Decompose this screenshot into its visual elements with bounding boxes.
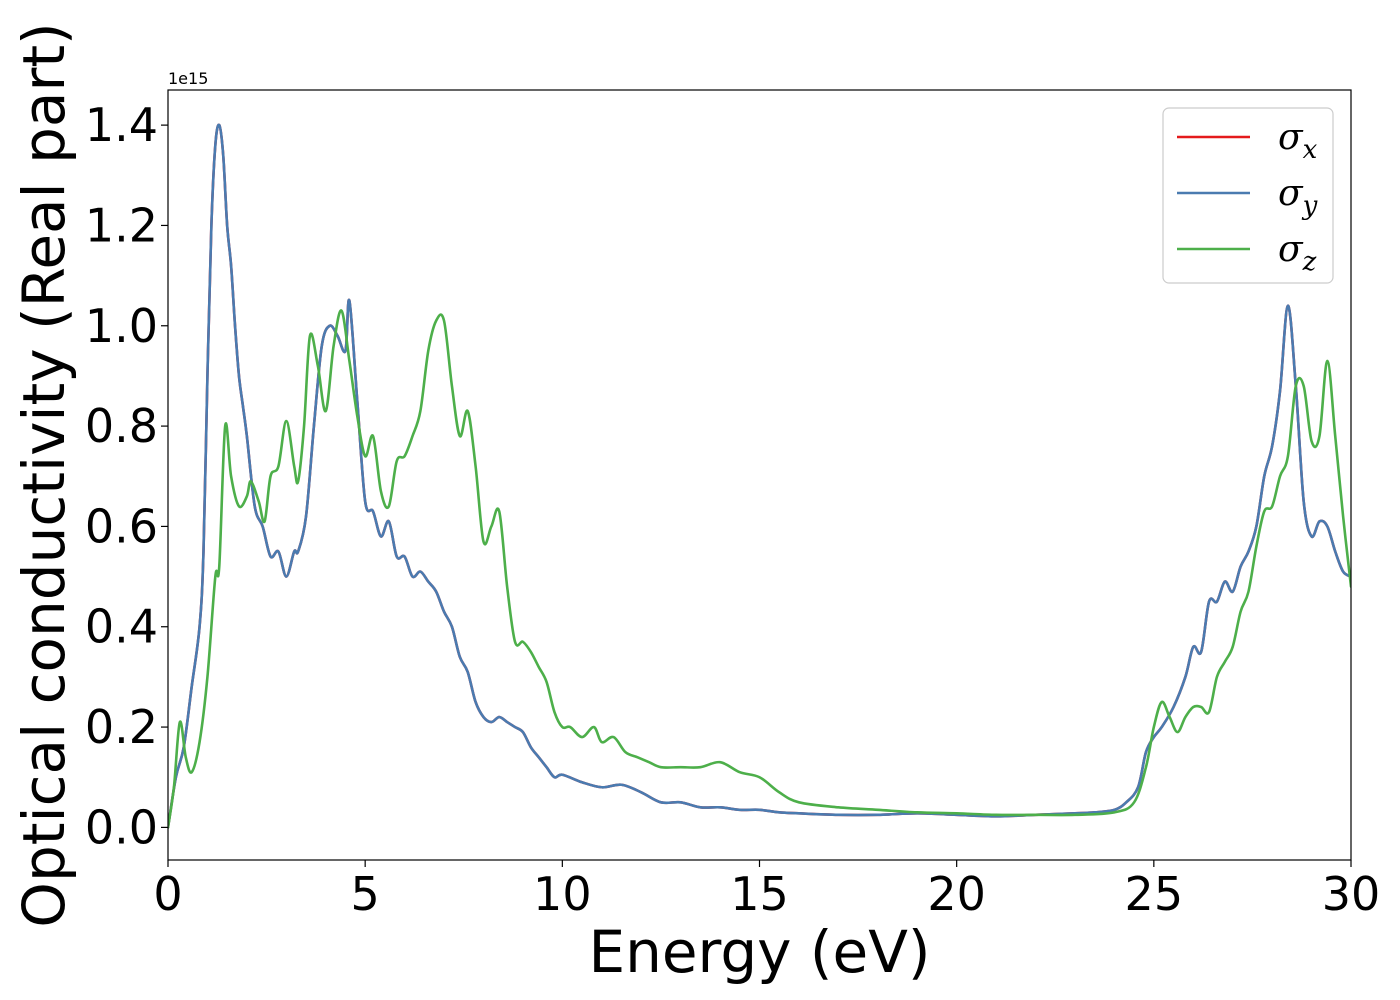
y-tick-label: 1.4 [85, 98, 158, 152]
y-tick-label: 0.4 [85, 600, 158, 654]
series-line-z [168, 309, 1351, 829]
x-tick-label: 25 [1125, 867, 1184, 921]
y-axis-label: Optical conductivity (Real part) [10, 22, 78, 927]
x-tick-label: 15 [730, 867, 789, 921]
x-axis: 0 5 10 15 20 25 30 [153, 860, 1380, 921]
x-tick-label: 30 [1322, 867, 1381, 921]
x-tick-label: 20 [927, 867, 986, 921]
legend-label-y: σy [1278, 173, 1318, 221]
x-tick-label: 10 [533, 867, 592, 921]
y-tick-label: 0.0 [85, 800, 158, 854]
legend-label-x: σx [1278, 117, 1318, 165]
x-tick-label: 0 [153, 867, 182, 921]
series-line-y [168, 123, 1351, 829]
legend: σx σy σz [1162, 107, 1334, 284]
y-tick-label: 1.2 [85, 198, 158, 252]
y-tick-label: 1.0 [85, 299, 158, 353]
series-layer [168, 123, 1351, 829]
y-tick-label: 0.6 [85, 499, 158, 553]
x-axis-label: Energy (eV) [588, 918, 930, 986]
y-axis: 0.0 0.2 0.4 0.6 0.8 1.0 1.2 1.4 [85, 98, 168, 854]
legend-box [1162, 107, 1334, 284]
y-tick-label: 0.8 [85, 399, 158, 453]
y-tick-label: 0.2 [85, 700, 158, 754]
x-tick-label: 5 [351, 867, 380, 921]
y-offset-label: 1e15 [168, 69, 208, 88]
legend-label-z: σz [1278, 229, 1317, 277]
